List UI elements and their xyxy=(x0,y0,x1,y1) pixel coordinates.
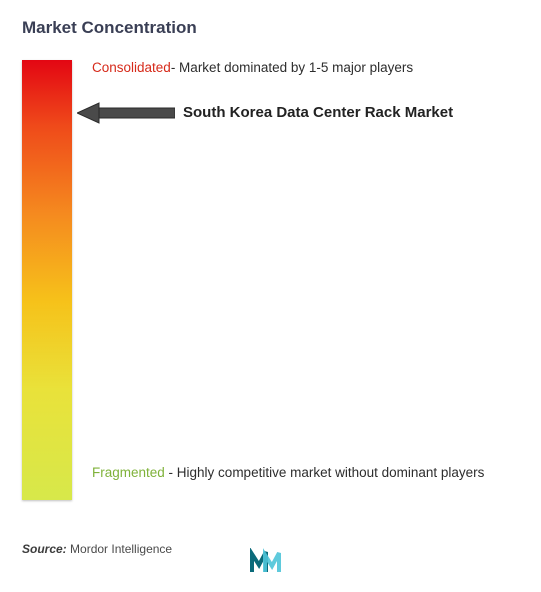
consolidated-label: Consolidated xyxy=(92,60,171,75)
fragmented-label: Fragmented xyxy=(92,465,165,480)
market-name-label: South Korea Data Center Rack Market xyxy=(183,104,453,121)
infographic-container: Market Concentration Consolidated- Marke… xyxy=(0,0,541,592)
concentration-gradient-bar xyxy=(22,60,72,500)
fragmented-desc: - Highly competitive market without domi… xyxy=(165,465,485,480)
page-title: Market Concentration xyxy=(22,18,519,38)
market-pointer: South Korea Data Center Rack Market xyxy=(77,101,453,125)
source-name: Mordor Intelligence xyxy=(70,542,172,556)
consolidated-caption: Consolidated- Market dominated by 1-5 ma… xyxy=(92,58,519,78)
concentration-chart: Consolidated- Market dominated by 1-5 ma… xyxy=(22,60,519,500)
source-attribution: Source: Mordor Intelligence xyxy=(22,542,172,556)
consolidated-desc: - Market dominated by 1-5 major players xyxy=(171,60,413,75)
fragmented-caption: Fragmented - Highly competitive market w… xyxy=(92,462,519,484)
source-prefix: Source: xyxy=(22,542,67,556)
mordor-logo-icon xyxy=(250,548,284,574)
arrow-left-icon xyxy=(77,101,175,125)
